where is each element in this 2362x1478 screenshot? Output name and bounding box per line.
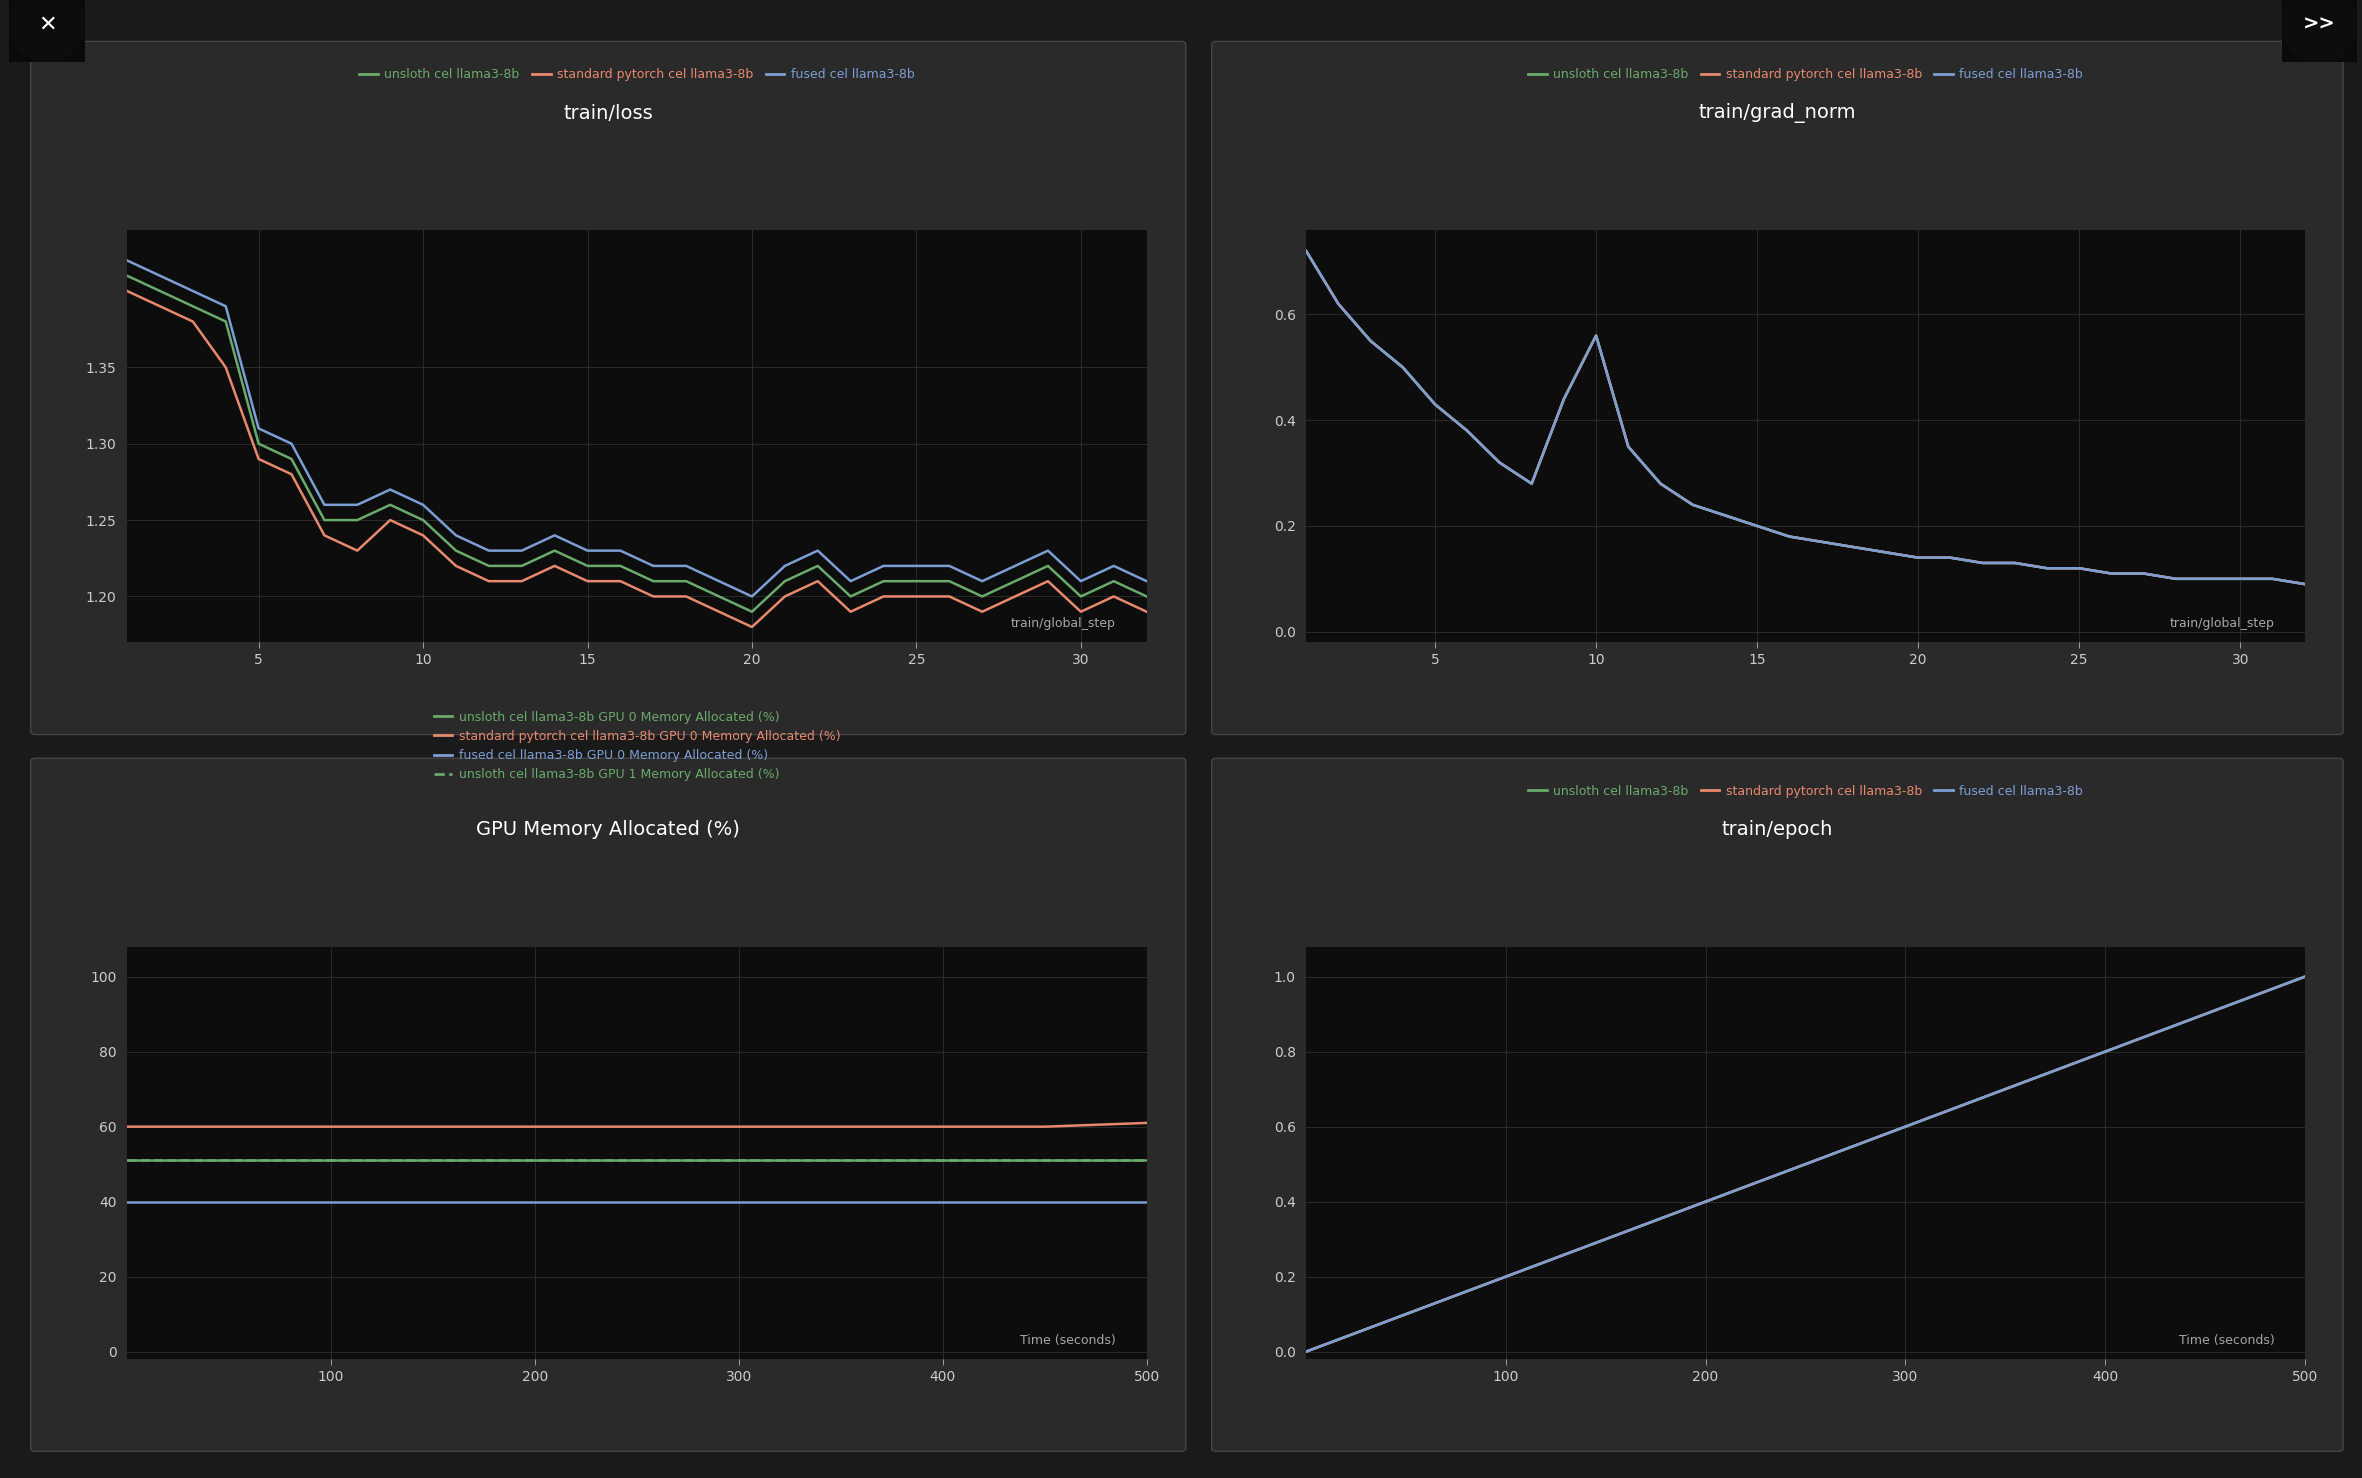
Legend: unsloth cel llama3-8b, standard pytorch cel llama3-8b, fused cel llama3-8b: unsloth cel llama3-8b, standard pytorch … — [1523, 64, 2088, 86]
Text: train/grad_norm: train/grad_norm — [1698, 103, 1857, 123]
Legend: unsloth cel llama3-8b, standard pytorch cel llama3-8b, fused cel llama3-8b: unsloth cel llama3-8b, standard pytorch … — [354, 64, 919, 86]
Text: train/loss: train/loss — [565, 103, 652, 123]
Legend: unsloth cel llama3-8b GPU 0 Memory Allocated (%), standard pytorch cel llama3-8b: unsloth cel llama3-8b GPU 0 Memory Alloc… — [428, 705, 846, 786]
Text: Time (seconds): Time (seconds) — [2180, 1333, 2275, 1346]
Text: GPU Memory Allocated (%): GPU Memory Allocated (%) — [477, 820, 739, 840]
Polygon shape — [9, 0, 85, 62]
Legend: unsloth cel llama3-8b, standard pytorch cel llama3-8b, fused cel llama3-8b: unsloth cel llama3-8b, standard pytorch … — [1523, 780, 2088, 803]
Text: >>: >> — [2303, 15, 2336, 34]
Text: train/global_step: train/global_step — [2171, 616, 2275, 630]
Text: train/global_step: train/global_step — [1011, 616, 1117, 630]
Polygon shape — [2282, 0, 2357, 62]
Text: Time (seconds): Time (seconds) — [1020, 1333, 1117, 1346]
Text: train/epoch: train/epoch — [1722, 820, 1833, 840]
Text: ✕: ✕ — [38, 15, 57, 34]
